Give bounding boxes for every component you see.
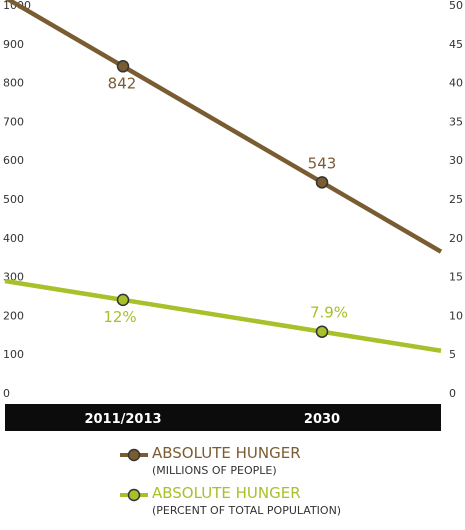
legend-marker-percent: [120, 488, 148, 502]
y-left-tick-label: 900: [3, 38, 24, 51]
y-right-tick-label: 15: [449, 271, 463, 284]
series-line: [4, 278, 442, 353]
y-left-tick-label: 800: [3, 77, 24, 90]
y-left-tick-label: 400: [3, 232, 24, 245]
y-right-tick-label: 20: [449, 232, 463, 245]
y-left-tick-label: 0: [3, 387, 10, 400]
y-left-tick-label: 600: [3, 154, 24, 167]
data-point: [116, 60, 130, 73]
legend-name-percent: ABSOLUTE HUNGER: [152, 484, 301, 502]
y-right-tick-label: 50: [449, 0, 463, 12]
data-label: 12%: [103, 308, 136, 326]
y-left-tick-label: 200: [3, 309, 24, 322]
category-label: 2030: [304, 412, 340, 427]
data-label: 543: [308, 154, 337, 172]
data-point: [315, 176, 329, 189]
data-point: [116, 293, 130, 307]
y-left-tick-label: 100: [3, 348, 24, 361]
y-axis-left: 01002003004005006007008009001000: [3, 0, 31, 400]
data-label: 842: [108, 74, 137, 92]
y-axis-right: 0 5 10 15 20 25 30 35 40 45 50: [449, 0, 463, 400]
legend-sub-millions: (MILLIONS OF PEOPLE): [152, 464, 277, 477]
category-band: [5, 404, 441, 431]
y-right-tick-label: 40: [449, 77, 463, 90]
series-group: 842 543 12% 7.9%: [4, 0, 443, 353]
y-right-tick-label: 0: [449, 387, 456, 400]
data-point: [315, 325, 329, 338]
y-right-tick-label: 10: [449, 309, 463, 322]
y-right-tick-label: 45: [449, 38, 463, 51]
y-right-tick-label: 35: [449, 115, 463, 128]
y-right-tick-label: 30: [449, 154, 463, 167]
y-right-tick-label: 5: [449, 348, 456, 361]
legend-sub-percent: (PERCENT OF TOTAL POPULATION): [152, 504, 342, 517]
category-labels: 2011/2013 2030: [84, 412, 340, 427]
chart-svg: 01002003004005006007008009001000 0510152…: [3, 0, 463, 431]
series-line: [4, 0, 443, 254]
y-right-tick-label: 25: [449, 193, 463, 206]
y-left-tick-label: 500: [3, 193, 24, 206]
y-left-tick-label: 700: [3, 115, 24, 128]
category-label: 2011/2013: [84, 412, 161, 427]
legend-name-millions: ABSOLUTE HUNGER: [152, 444, 301, 462]
data-label: 7.9%: [310, 304, 348, 322]
legend-marker-millions: [120, 448, 148, 462]
